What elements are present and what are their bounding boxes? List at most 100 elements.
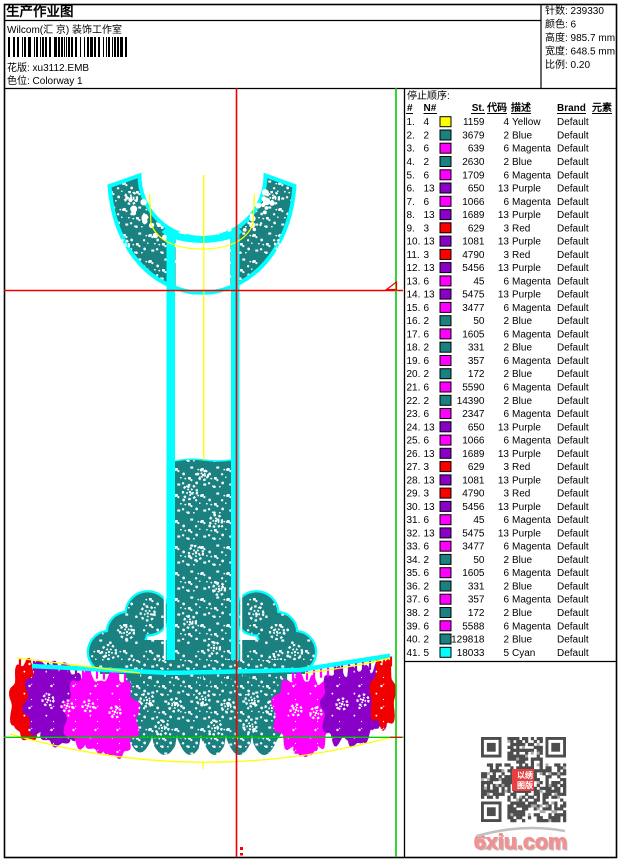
- svg-text:37.: 37.: [407, 595, 421, 606]
- svg-text:Default: Default: [557, 290, 589, 301]
- svg-text:Purple: Purple: [512, 237, 541, 248]
- svg-text:3.: 3.: [407, 144, 415, 155]
- svg-text:1605: 1605: [462, 568, 485, 579]
- svg-text:代码: 代码: [486, 101, 507, 114]
- svg-text:6: 6: [503, 356, 509, 367]
- svg-text:5456: 5456: [462, 502, 485, 513]
- svg-text:Default: Default: [557, 210, 589, 221]
- svg-text:Default: Default: [557, 528, 589, 539]
- svg-text:11.: 11.: [407, 250, 420, 261]
- svg-text:629: 629: [468, 223, 485, 234]
- svg-text:Blue: Blue: [512, 369, 532, 380]
- svg-text:2: 2: [503, 157, 509, 168]
- svg-text:13.: 13.: [407, 276, 421, 287]
- svg-text:24.: 24.: [407, 422, 421, 433]
- svg-text:27.: 27.: [407, 462, 421, 473]
- svg-text:3: 3: [503, 250, 509, 261]
- svg-text:33.: 33.: [407, 542, 421, 553]
- svg-text:5.: 5.: [407, 170, 415, 181]
- svg-text:Default: Default: [557, 635, 589, 646]
- svg-text:颜色: 6: 颜色: 6: [545, 18, 577, 31]
- svg-text:331: 331: [468, 582, 485, 593]
- svg-text:Blue: Blue: [512, 555, 532, 566]
- svg-text:2: 2: [503, 608, 509, 619]
- svg-text:Red: Red: [512, 489, 530, 500]
- svg-text:38.: 38.: [407, 608, 421, 619]
- svg-text:Default: Default: [557, 276, 589, 287]
- svg-text:13: 13: [498, 184, 510, 195]
- svg-text:图版: 图版: [517, 780, 533, 790]
- svg-text:23.: 23.: [407, 409, 421, 420]
- svg-text:2: 2: [503, 369, 509, 380]
- svg-text:Magenta: Magenta: [512, 542, 551, 553]
- svg-text:3477: 3477: [462, 542, 485, 553]
- svg-text:Blue: Blue: [512, 635, 532, 646]
- svg-text:Magenta: Magenta: [512, 409, 551, 420]
- svg-text:15.: 15.: [407, 303, 421, 314]
- svg-text:172: 172: [468, 608, 485, 619]
- svg-text:St.: St.: [472, 103, 485, 114]
- svg-text:Default: Default: [557, 568, 589, 579]
- svg-text:Default: Default: [557, 595, 589, 606]
- svg-text:以绣: 以绣: [517, 770, 534, 780]
- svg-text:19.: 19.: [407, 356, 421, 367]
- svg-text:Red: Red: [512, 223, 530, 234]
- svg-text:16.: 16.: [407, 316, 421, 327]
- svg-text:Default: Default: [557, 582, 589, 593]
- svg-text:6.: 6.: [407, 184, 415, 195]
- svg-text:6: 6: [503, 542, 509, 553]
- svg-text:Default: Default: [557, 555, 589, 566]
- svg-text:2630: 2630: [462, 157, 485, 168]
- svg-text:Default: Default: [557, 502, 589, 513]
- svg-text:5588: 5588: [462, 621, 485, 632]
- svg-text:2: 2: [424, 396, 430, 407]
- svg-text:5475: 5475: [462, 528, 485, 539]
- svg-text:Default: Default: [557, 462, 589, 473]
- svg-text:Purple: Purple: [512, 502, 541, 513]
- svg-text:Yellow: Yellow: [512, 117, 541, 128]
- svg-text:Purple: Purple: [512, 184, 541, 195]
- svg-text:36.: 36.: [407, 582, 421, 593]
- svg-text:6: 6: [503, 170, 509, 181]
- svg-text:50: 50: [473, 316, 485, 327]
- svg-text:生产作业图: 生产作业图: [6, 3, 74, 19]
- svg-text:4790: 4790: [462, 489, 485, 500]
- svg-text:9.: 9.: [407, 223, 415, 234]
- svg-text:6: 6: [503, 409, 509, 420]
- svg-text:14390: 14390: [457, 396, 485, 407]
- svg-text:4790: 4790: [462, 250, 485, 261]
- svg-text:针数: 239330: 针数: 239330: [545, 4, 604, 17]
- svg-text:Default: Default: [557, 542, 589, 553]
- svg-text:13: 13: [424, 290, 436, 301]
- svg-text:6: 6: [424, 621, 430, 632]
- svg-text:2: 2: [424, 343, 430, 354]
- svg-text:2: 2: [424, 157, 430, 168]
- svg-text:1605: 1605: [462, 329, 485, 340]
- svg-text:2: 2: [503, 635, 509, 646]
- svg-text:25.: 25.: [407, 436, 421, 447]
- svg-text:Brand: Brand: [557, 103, 586, 114]
- svg-text:Default: Default: [557, 396, 589, 407]
- svg-text:5456: 5456: [462, 263, 485, 274]
- svg-text:Magenta: Magenta: [512, 303, 551, 314]
- svg-text:6: 6: [503, 515, 509, 526]
- svg-text:Purple: Purple: [512, 290, 541, 301]
- svg-text:1689: 1689: [462, 449, 485, 460]
- svg-text:6: 6: [503, 329, 509, 340]
- svg-text:Default: Default: [557, 303, 589, 314]
- svg-text:Default: Default: [557, 223, 589, 234]
- svg-text:3: 3: [424, 223, 430, 234]
- svg-text:35.: 35.: [407, 568, 421, 579]
- svg-text:14.: 14.: [407, 290, 421, 301]
- svg-text:5: 5: [503, 648, 509, 659]
- svg-text:元素: 元素: [592, 101, 612, 114]
- svg-text:Purple: Purple: [512, 528, 541, 539]
- svg-text:2: 2: [503, 582, 509, 593]
- svg-text:13: 13: [424, 528, 436, 539]
- svg-text:花版: xu3112.EMB: 花版: xu3112.EMB: [7, 61, 89, 74]
- svg-text:45: 45: [473, 276, 485, 287]
- svg-text:Default: Default: [557, 449, 589, 460]
- svg-text:331: 331: [468, 343, 485, 354]
- svg-text:Default: Default: [557, 316, 589, 327]
- svg-text:629: 629: [468, 462, 485, 473]
